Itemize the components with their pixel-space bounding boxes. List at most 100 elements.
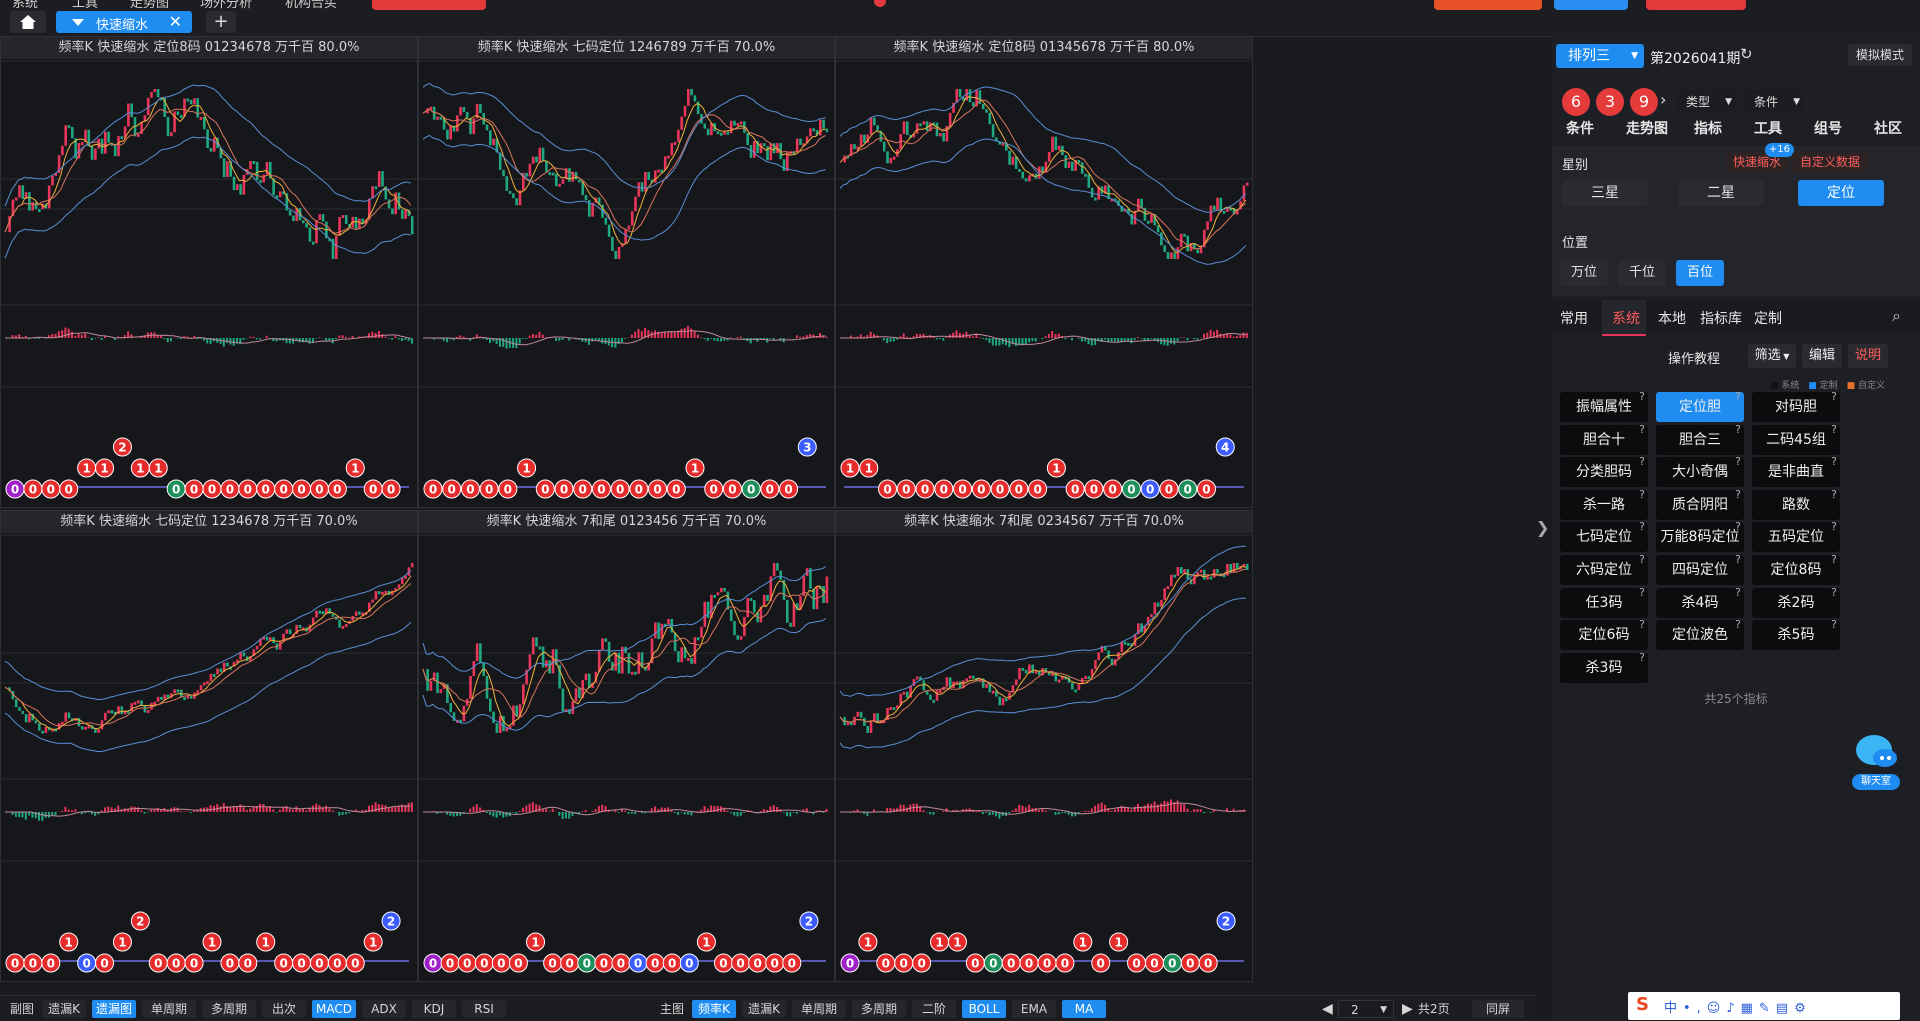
help-icon[interactable]: ? <box>1735 390 1741 404</box>
fast-shrink-button[interactable]: 快速缩水 +16 <box>1726 152 1788 172</box>
menu-tools[interactable]: 工具 <box>72 0 98 11</box>
tab-3[interactable]: 指标库 <box>1700 308 1742 328</box>
help-icon[interactable]: ? <box>1735 618 1741 632</box>
star-two[interactable]: 二星 <box>1678 180 1764 206</box>
help-icon[interactable]: ? <box>1639 488 1645 502</box>
refresh-icon[interactable]: ↻ <box>1740 45 1753 63</box>
indicator-button[interactable]: 定位6码? <box>1560 620 1648 650</box>
main-chart-button[interactable]: 遗漏K <box>742 1000 786 1018</box>
chevron-right-icon[interactable]: › <box>1660 90 1666 109</box>
sub-chart-button[interactable]: 单周期 <box>142 1000 196 1018</box>
indicator-button[interactable]: 杀2码? <box>1752 588 1840 618</box>
tab-0[interactable]: 常用 <box>1560 308 1588 328</box>
sub-chart-button[interactable]: 多周期 <box>202 1000 256 1018</box>
tab-4[interactable]: 定制 <box>1754 308 1782 328</box>
help-icon[interactable]: ? <box>1831 553 1837 567</box>
sub-chart-button[interactable]: ADX <box>362 1000 406 1018</box>
add-tab-button[interactable]: + <box>206 11 236 33</box>
help-icon[interactable]: ? <box>1639 553 1645 567</box>
indicator-button[interactable]: 胆合十? <box>1560 425 1648 455</box>
nav-1[interactable]: 走势图 <box>1626 118 1668 138</box>
tab-fast-shrink[interactable]: 快速缩水 ✕ <box>56 11 192 33</box>
help-icon[interactable]: ? <box>1639 520 1645 534</box>
type-select[interactable]: 类型 ▼ <box>1676 90 1736 114</box>
indicator-button[interactable]: 杀5码? <box>1752 620 1840 650</box>
help-icon[interactable]: ? <box>1831 423 1837 437</box>
sub-chart-button[interactable]: MACD <box>312 1000 356 1018</box>
indicator-button[interactable]: 万能8码定位? <box>1656 522 1744 552</box>
indicator-button[interactable]: 五码定位? <box>1752 522 1840 552</box>
help-icon[interactable]: ? <box>1831 488 1837 502</box>
star-three[interactable]: 三星 <box>1562 180 1648 206</box>
help-icon[interactable]: ? <box>1639 423 1645 437</box>
indicator-button[interactable]: 路数? <box>1752 490 1840 520</box>
dropdown-icon[interactable] <box>72 19 84 26</box>
help-icon[interactable]: ? <box>1831 586 1837 600</box>
event-button[interactable] <box>1434 0 1542 10</box>
search-icon[interactable]: ⌕ <box>1892 306 1901 326</box>
tab-2[interactable]: 本地 <box>1658 308 1686 328</box>
sub-chart-button[interactable]: KDJ <box>412 1000 456 1018</box>
filter-button[interactable]: 筛选 ▼ <box>1748 344 1796 368</box>
main-chart-button[interactable]: 频率K <box>692 1000 736 1018</box>
lottery-select[interactable]: 排列三 ▼ <box>1556 44 1644 68</box>
main-chart-button[interactable]: 二阶 <box>912 1000 956 1018</box>
nav-0[interactable]: 条件 <box>1566 118 1594 138</box>
help-icon[interactable]: ? <box>1639 651 1645 665</box>
menu-system[interactable]: 系统 <box>12 0 38 11</box>
sub-chart-button[interactable]: 遗漏K <box>42 1000 86 1018</box>
page-select[interactable]: 2 ▼ <box>1338 1000 1394 1018</box>
condition-select[interactable]: 条件 ▼ <box>1744 90 1804 114</box>
indicator-button[interactable]: 大小奇偶? <box>1656 457 1744 487</box>
indicator-button[interactable]: 定位8码? <box>1752 555 1840 585</box>
sub-chart-button[interactable]: 出次 <box>262 1000 306 1018</box>
help-icon[interactable]: ? <box>1735 423 1741 437</box>
indicator-button[interactable]: 振幅属性? <box>1560 392 1648 422</box>
help-icon[interactable]: ? <box>1639 586 1645 600</box>
help-icon[interactable]: ? <box>1639 618 1645 632</box>
help-icon[interactable]: ? <box>1735 553 1741 567</box>
next-page-icon[interactable]: ▶ <box>1402 1000 1413 1018</box>
indicator-button[interactable]: 六码定位? <box>1560 555 1648 585</box>
help-icon[interactable]: ? <box>1639 455 1645 469</box>
help-icon[interactable]: ? <box>1831 390 1837 404</box>
help-icon[interactable]: ? <box>1831 455 1837 469</box>
simulate-mode-button[interactable]: 模拟模式 <box>1848 44 1912 66</box>
edit-button[interactable]: 编辑 <box>1802 344 1842 368</box>
indicator-button[interactable]: 杀一路? <box>1560 490 1648 520</box>
indicator-button[interactable]: 七码定位? <box>1560 522 1648 552</box>
help-icon[interactable]: ? <box>1735 488 1741 502</box>
indicator-button[interactable]: 四码定位? <box>1656 555 1744 585</box>
home-tab[interactable] <box>10 11 46 33</box>
help-icon[interactable]: ? <box>1735 455 1741 469</box>
indicator-button[interactable]: 任3码? <box>1560 588 1648 618</box>
help-icon[interactable]: ? <box>1735 586 1741 600</box>
indicator-button[interactable]: 质合阴阳? <box>1656 490 1744 520</box>
help-icon[interactable]: ? <box>1831 618 1837 632</box>
indicator-button[interactable]: 定位胆? <box>1656 392 1744 422</box>
star-position[interactable]: 定位 <box>1798 180 1884 206</box>
position-qian[interactable]: 千位 <box>1618 260 1666 286</box>
main-chart-button[interactable]: EMA <box>1012 1000 1056 1018</box>
menu-group-buy[interactable]: 机构合买 <box>285 0 337 11</box>
prev-page-icon[interactable]: ◀ <box>1322 1000 1333 1018</box>
tab-1[interactable]: 系统 <box>1612 308 1640 328</box>
indicator-button[interactable]: 胆合三? <box>1656 425 1744 455</box>
menu-analysis[interactable]: 场外分析 <box>200 0 252 11</box>
main-chart-button[interactable]: MA <box>1062 1000 1106 1018</box>
tutorial-link[interactable]: 操作教程 <box>1668 348 1720 367</box>
indicator-button[interactable]: 对码胆? <box>1752 392 1840 422</box>
ime-toolbar[interactable]: S 中•,☺♪▦✎▤⚙ <box>1628 992 1900 1020</box>
indicator-button[interactable]: 杀4码? <box>1656 588 1744 618</box>
sub-chart-button[interactable]: RSI <box>462 1000 506 1018</box>
